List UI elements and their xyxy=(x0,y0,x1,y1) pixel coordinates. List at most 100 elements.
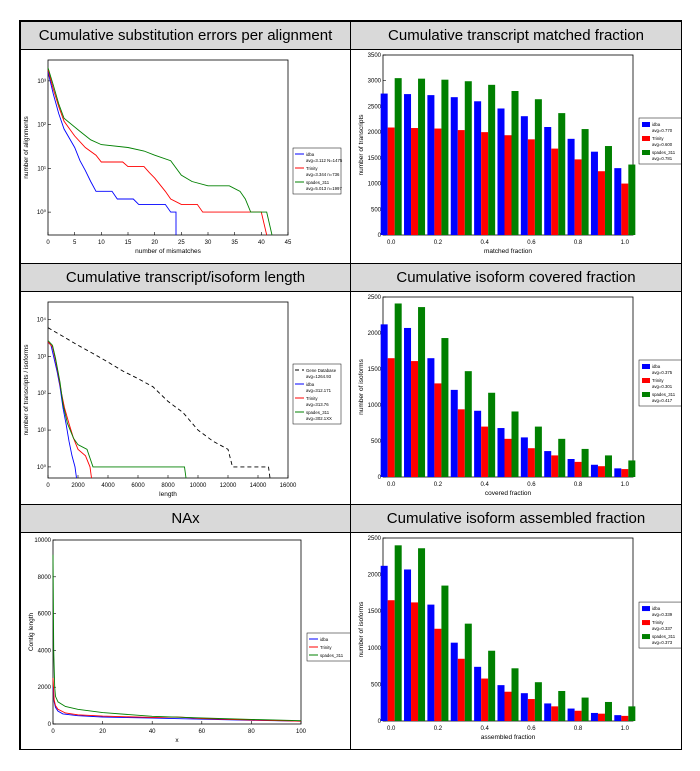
nax-line-chart: x Contig length 0 2000 4000 6000 8000 10000 0 20 4… xyxy=(28,538,350,744)
x-tick-label: 60 xyxy=(198,729,205,735)
y-tick-label: 1500 xyxy=(368,367,382,373)
chart-panel-nax: NAx x Contig length 0 2000 4000 6000 8000 10000… xyxy=(20,504,351,750)
legend-swatch xyxy=(642,392,650,397)
bar-idba xyxy=(474,101,482,236)
bar-trinity xyxy=(597,171,605,235)
x-tick-label: 20 xyxy=(151,240,158,246)
x-tick-label: 25 xyxy=(178,240,185,246)
bar-trinity xyxy=(574,710,582,721)
series-line-idba xyxy=(47,71,177,235)
bar-trinity xyxy=(434,628,442,721)
x-tick-label: 0.8 xyxy=(574,240,583,246)
bar-trinity xyxy=(621,469,629,477)
bar-idba xyxy=(474,410,482,477)
bar-spades-311 xyxy=(464,623,472,721)
series-line-gene-database xyxy=(47,327,271,479)
legend-entry: avg=302.1XX xyxy=(306,416,332,421)
y-tick-label: 2500 xyxy=(368,295,382,301)
legend-entry: Gene Database xyxy=(306,368,337,373)
x-axis-label: assembled fraction xyxy=(481,734,536,741)
bar-trinity xyxy=(457,658,465,721)
legend-entry: spades_311 xyxy=(652,392,676,397)
y-tick-label: 2000 xyxy=(368,130,382,136)
y-tick-label: 2500 xyxy=(368,104,382,110)
legend-entry: spades_311 xyxy=(306,410,330,415)
bar-spades-311 xyxy=(604,146,612,235)
y-tick-label: 2000 xyxy=(368,331,382,337)
bar-spades-311 xyxy=(488,84,496,235)
bar-spades-311 xyxy=(488,392,496,477)
series-line-spades-311 xyxy=(47,67,273,236)
x-tick-label: 35 xyxy=(231,240,238,246)
y-tick-label: 2500 xyxy=(368,536,382,542)
legend-entry: avg=0.337 xyxy=(652,626,673,631)
bar-spades-311 xyxy=(534,426,542,477)
bar-spades-311 xyxy=(534,682,542,721)
chart-panel-transcript-matched: Cumulative transcript matched fraction m… xyxy=(350,21,682,264)
chart-title: Cumulative transcript/isoform length xyxy=(21,264,350,292)
bar-trinity xyxy=(434,128,442,235)
plot-frame xyxy=(52,539,302,725)
bar-idba xyxy=(427,604,435,721)
y-tick-label: 0 xyxy=(378,233,382,239)
x-tick-label: 0.8 xyxy=(574,726,583,732)
legend-entry: Trinity xyxy=(306,166,318,171)
bar-trinity xyxy=(387,127,395,235)
bar-trinity xyxy=(597,466,605,477)
bar-spades-311 xyxy=(581,129,589,235)
chart-title: Cumulative transcript matched fraction xyxy=(351,22,681,50)
chart-panel-substitution-errors: Cumulative substitution errors per align… xyxy=(20,21,351,264)
x-tick-label: 15 xyxy=(125,240,132,246)
bar-trinity xyxy=(621,715,629,721)
y-tick-label: 4000 xyxy=(38,648,52,654)
legend-box xyxy=(292,147,342,195)
legend-entry: Trinity xyxy=(306,396,318,401)
bar-spades-311 xyxy=(534,99,542,235)
bar-spades-311 xyxy=(394,78,402,235)
y-tick-label: 3500 xyxy=(368,53,382,59)
chart-panel-isoform-covered: Cumulative isoform covered fraction cove… xyxy=(350,263,682,505)
bar-idba xyxy=(450,642,458,721)
y-tick-label: 10² xyxy=(37,391,46,397)
bar-spades-311 xyxy=(441,338,449,477)
x-tick-label: 0.0 xyxy=(387,240,396,246)
y-tick-label: 1000 xyxy=(368,646,382,652)
bar-idba xyxy=(614,468,622,477)
bar-spades-311 xyxy=(464,81,472,235)
x-tick-label: 0.2 xyxy=(434,240,443,246)
legend-entry: avg=1264.93 xyxy=(306,374,332,379)
legend-entry: spades_311 xyxy=(306,180,330,185)
bar-idba xyxy=(567,138,575,235)
bar-spades-311 xyxy=(488,650,496,721)
bar-trinity xyxy=(411,128,419,235)
bar-idba xyxy=(380,324,388,477)
y-tick-label: 10¹ xyxy=(37,428,46,434)
bar-spades-311 xyxy=(558,113,566,235)
bar-trinity xyxy=(457,409,465,477)
legend-entry: avg=0.375 xyxy=(652,370,673,375)
chart-panel-isoform-assembled: Cumulative isoform assembled fraction as… xyxy=(350,504,682,750)
series-line-trinity xyxy=(47,69,268,236)
x-tick-label: 14000 xyxy=(250,483,267,489)
isoform-covered-bar-chart: covered fraction number of isoforms 0 500 10… xyxy=(358,295,681,497)
bar-idba xyxy=(614,168,622,235)
bar-trinity xyxy=(387,600,395,721)
bar-trinity xyxy=(574,159,582,235)
bar-spades-311 xyxy=(394,303,402,477)
bar-trinity xyxy=(411,602,419,721)
bar-trinity xyxy=(481,426,489,477)
chart-title: Cumulative isoform assembled fraction xyxy=(351,505,681,533)
x-tick-label: 1.0 xyxy=(621,726,630,732)
x-tick-label: 0 xyxy=(46,240,50,246)
x-tick-label: 40 xyxy=(149,729,156,735)
bar-idba xyxy=(427,95,435,235)
bar-trinity xyxy=(621,183,629,235)
legend-entry: avg=312.171 xyxy=(306,388,332,393)
bar-trinity xyxy=(527,139,535,235)
bar-idba xyxy=(450,389,458,477)
legend-entry: avg=5.013 n=1997 xyxy=(306,186,342,191)
y-tick-label: 10⁴ xyxy=(37,317,47,324)
legend-entry: avg=0.301 xyxy=(652,384,673,389)
substitution-errors-line-chart: number of mismatches number of alignments… xyxy=(23,59,343,255)
chart-panel-transcript-length: Cumulative transcript/isoform length len… xyxy=(20,263,351,505)
